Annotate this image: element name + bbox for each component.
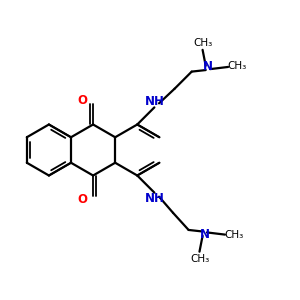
Text: NH: NH bbox=[145, 192, 165, 205]
Text: O: O bbox=[78, 94, 88, 107]
Text: CH₃: CH₃ bbox=[190, 254, 210, 264]
Text: CH₃: CH₃ bbox=[227, 61, 246, 71]
Text: N: N bbox=[203, 60, 213, 74]
Text: CH₃: CH₃ bbox=[224, 230, 243, 240]
Text: NH: NH bbox=[145, 95, 165, 108]
Text: O: O bbox=[78, 193, 88, 206]
Text: N: N bbox=[200, 228, 210, 241]
Text: CH₃: CH₃ bbox=[194, 38, 213, 48]
